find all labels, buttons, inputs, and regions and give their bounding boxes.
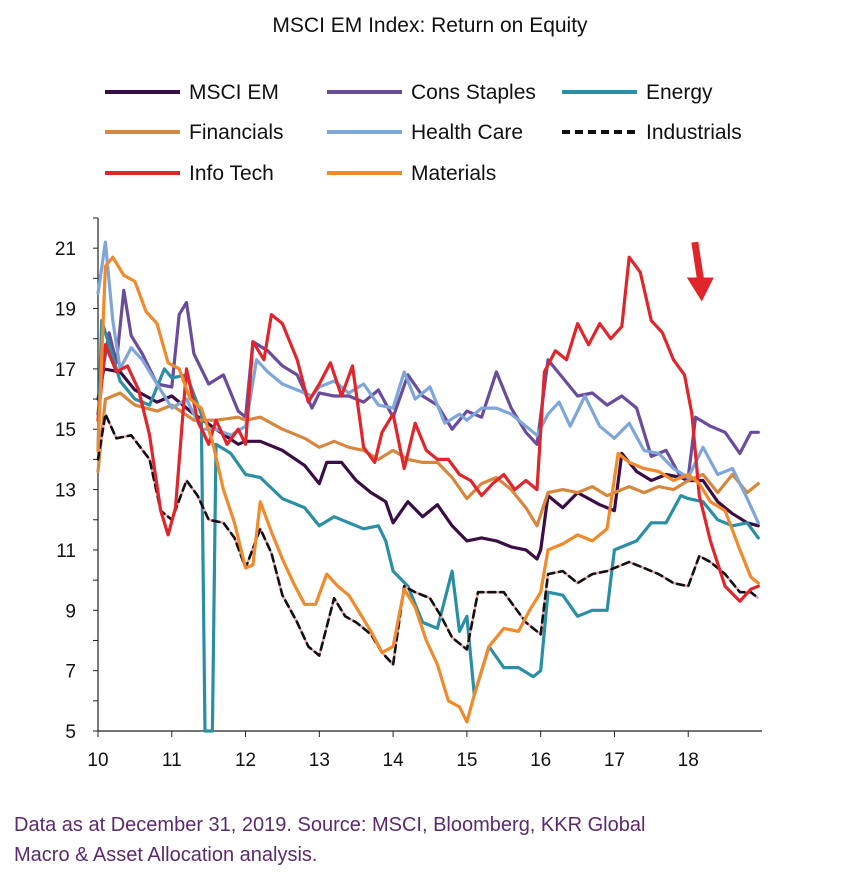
x-tick-label: 13 [309,750,330,771]
legend-item-cons-staples: Cons Staples [327,81,536,104]
legend: MSCI EM Cons Staples Energy Financials Healt… [105,81,742,185]
y-tick-label: 19 [55,300,76,321]
legend-label-financials: Financials [189,121,284,144]
annotation-layer [686,241,714,302]
axes: 5 7 9 11 13 15 17 19 21 10 11 12 13 14 15 16 17 18 [55,217,762,771]
chart-title: MSCI EM Index: Return on Equity [272,14,588,37]
y-tick-label: 13 [55,481,76,502]
series-line-industrials [96,412,760,666]
series-layer [96,240,760,733]
y-tick-label: 15 [55,420,76,441]
x-tick-label: 17 [604,750,625,771]
annotation-arrow-shaft [691,241,705,283]
series-line-health-care [96,240,760,525]
legend-item-industrials: Industrials [562,121,742,144]
series-line-financials [96,391,760,528]
legend-label-info-tech: Info Tech [189,162,274,185]
x-tick-label: 14 [383,750,405,771]
y-tick-label: 9 [65,601,76,622]
chart: MSCI EM Index: Return on Equity MSCI EM C… [55,14,762,771]
x-tick-label: 10 [87,750,108,771]
legend-label-health-care: Health Care [411,121,523,144]
source-note: Data as at December 31, 2019. Source: MS… [14,810,834,870]
y-tick-label: 21 [55,239,76,260]
source-note-line-2: Macro & Asset Allocation analysis. [14,844,318,866]
y-tick-label: 11 [56,541,76,562]
legend-item-msci-em: MSCI EM [105,81,279,104]
legend-label-energy: Energy [646,81,713,104]
series-line-materials [96,255,760,724]
y-tick-label: 17 [55,360,76,381]
legend-item-info-tech: Info Tech [105,162,274,185]
legend-label-industrials: Industrials [646,121,742,144]
legend-item-materials: Materials [327,162,496,185]
legend-label-cons-staples: Cons Staples [411,81,536,104]
x-tick-label: 15 [456,750,477,771]
x-tick-label: 16 [530,750,551,771]
series-line-cons-staples [96,288,760,480]
legend-item-health-care: Health Care [327,121,523,144]
annotation-arrow-head [686,277,714,302]
x-tick-label: 18 [678,750,699,771]
source-note-line-1: Data as at December 31, 2019. Source: MS… [14,814,646,836]
legend-label-materials: Materials [411,162,496,185]
series-line-info-tech [96,255,760,603]
x-tick-label: 11 [162,750,182,771]
legend-label-msci-em: MSCI EM [189,81,279,104]
x-tick-label: 12 [235,750,256,771]
series-line-energy [96,319,760,733]
y-tick-label: 5 [65,722,76,743]
y-tick-label: 7 [65,662,76,683]
legend-item-energy: Energy [562,81,713,104]
legend-item-financials: Financials [105,121,284,144]
